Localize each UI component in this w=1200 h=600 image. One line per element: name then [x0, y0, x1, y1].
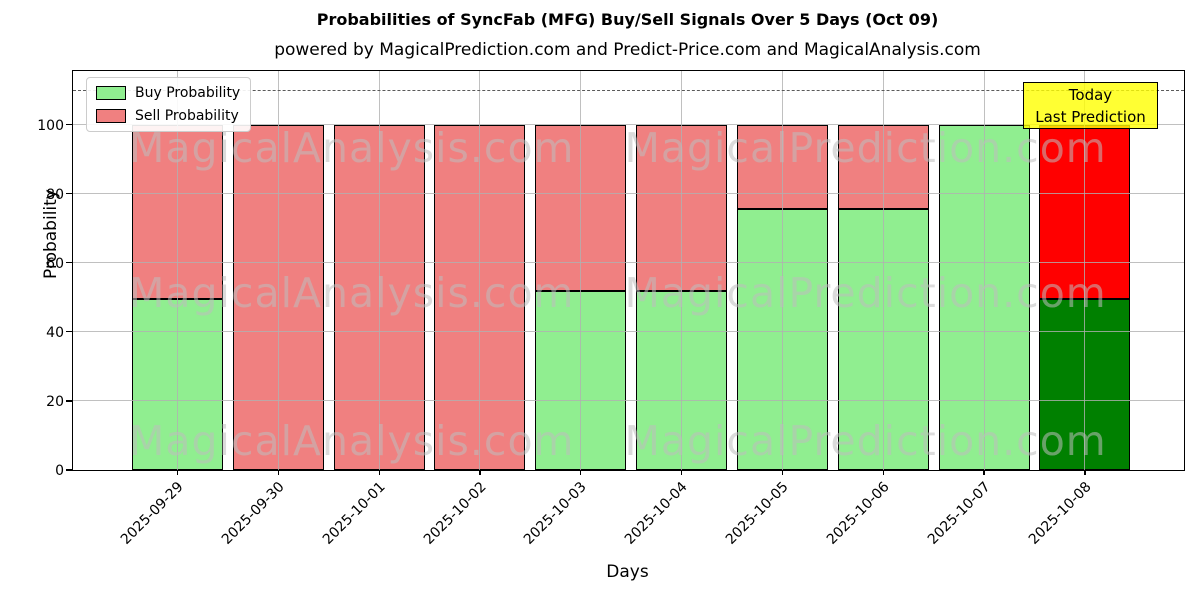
x-tick-label: 2025-10-01 [319, 479, 389, 548]
h-gridline [73, 400, 1184, 402]
y-tick-mark [66, 331, 73, 333]
watermark-magicalanalysis: MagicalAnalysis.com [129, 124, 575, 172]
y-tick-mark [66, 400, 73, 402]
legend-item-buy: Buy Probability [96, 85, 240, 101]
legend-label-sell: Sell Probability [135, 108, 239, 124]
x-tick-label: 2025-10-06 [823, 479, 893, 548]
y-tick-mark [66, 262, 73, 264]
h-gridline [73, 193, 1184, 195]
watermark-magicalanalysis: MagicalAnalysis.com [129, 417, 575, 465]
x-tick-label: 2025-10-07 [924, 479, 994, 548]
x-tick-mark [479, 470, 481, 475]
v-gridline [1084, 71, 1086, 470]
x-tick-mark [681, 470, 683, 475]
h-gridline [73, 124, 1184, 126]
today-annotation-line2: Last Prediction [1035, 107, 1146, 126]
x-tick-mark [983, 470, 985, 475]
y-tick-label: 100 [37, 117, 64, 134]
x-tick-label: 2025-10-08 [1025, 479, 1095, 548]
plot-area: Buy Probability Sell Probability Today L… [37, 70, 1185, 548]
x-tick-mark [580, 470, 582, 475]
x-tick-mark [1084, 470, 1086, 475]
y-tick-label: 40 [46, 324, 64, 341]
v-gridline [580, 71, 582, 470]
watermark-magicalprediction: MagicalPrediction.com [624, 269, 1107, 317]
x-tick-mark [176, 470, 179, 475]
watermark-magicalprediction: MagicalPrediction.com [624, 417, 1107, 465]
v-gridline [177, 71, 178, 470]
sell-swatch-icon [96, 109, 126, 123]
v-gridline [882, 71, 884, 470]
x-tick-mark [781, 470, 784, 475]
y-tick-label: 80 [46, 186, 64, 203]
h-gridline [73, 262, 1184, 264]
v-gridline [378, 71, 380, 470]
watermark-magicalprediction: MagicalPrediction.com [624, 124, 1107, 172]
buy-swatch-icon [96, 86, 126, 100]
v-gridline [781, 71, 783, 470]
legend: Buy Probability Sell Probability [86, 77, 252, 132]
y-tick-mark [66, 469, 73, 471]
x-tick-label: 2025-10-04 [622, 479, 691, 548]
y-tick-label: 60 [46, 255, 64, 272]
y-tick-label: 20 [46, 393, 64, 410]
x-tick-mark [378, 470, 380, 475]
watermark-row: MagicalAnalysis.com MagicalPrediction.com [129, 269, 1107, 317]
v-gridline [983, 71, 985, 470]
x-tick-label: 2025-10-02 [420, 479, 490, 548]
y-tick-mark [66, 123, 73, 126]
v-gridline [681, 71, 683, 470]
watermark-row: MagicalAnalysis.com MagicalPrediction.com [129, 417, 1107, 465]
x-axis-label: Days [606, 562, 649, 582]
x-tick-label: 2025-09-29 [117, 479, 187, 548]
x-tick-label: 2025-10-03 [521, 479, 591, 548]
chart-title: Probabilities of SyncFab (MFG) Buy/Sell … [316, 10, 939, 29]
today-annotation-line1: Today [1068, 85, 1113, 104]
legend-label-buy: Buy Probability [135, 85, 241, 101]
x-tick-label: 2025-09-30 [218, 479, 288, 548]
v-gridline [277, 71, 279, 470]
x-tick-mark [277, 470, 279, 475]
x-tick-mark [882, 470, 884, 475]
legend-item-sell: Sell Probability [96, 108, 240, 124]
chart-subtitle: powered by MagicalPrediction.com and Pre… [274, 40, 981, 60]
today-annotation-box: Today Last Prediction [1023, 82, 1158, 129]
y-tick-label: 0 [55, 463, 64, 479]
watermark-row: MagicalAnalysis.com MagicalPrediction.com [129, 124, 1107, 172]
x-tick-label: 2025-10-05 [722, 479, 792, 548]
watermark-magicalanalysis: MagicalAnalysis.com [129, 269, 575, 317]
dashed-threshold-line [73, 90, 1184, 91]
v-gridline [479, 71, 481, 470]
y-tick-mark [66, 193, 73, 195]
h-gridline [73, 331, 1184, 333]
